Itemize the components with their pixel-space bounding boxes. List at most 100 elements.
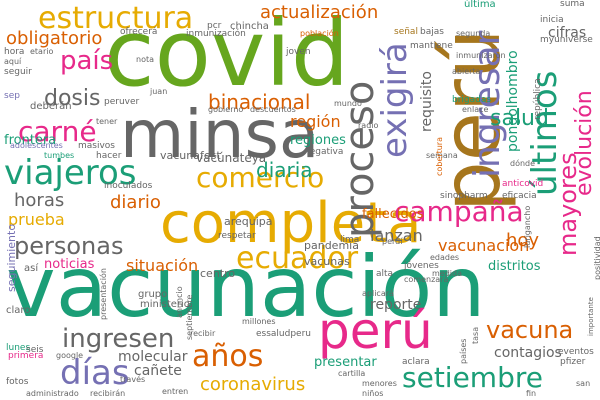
word: pandemia: [304, 239, 359, 252]
word: pongolhombro: [505, 50, 521, 152]
word: abierta: [452, 67, 481, 76]
word: vacunas: [304, 255, 350, 268]
word: cañete: [134, 363, 182, 379]
word: importante: [587, 297, 595, 336]
word: binacional: [208, 90, 311, 114]
word: sep: [4, 91, 20, 101]
word: jóvenes: [404, 261, 439, 271]
word: gobierno: [208, 105, 244, 114]
word: vacúnateya: [196, 151, 267, 165]
word: obligatorio: [6, 28, 103, 49]
word: horas: [14, 190, 65, 211]
word: entren: [162, 387, 189, 396]
word: radio: [358, 121, 379, 130]
word: covid: [104, 0, 350, 107]
word: dónde: [510, 159, 536, 168]
word: eventos: [558, 347, 594, 357]
word: presentación: [99, 268, 108, 320]
word: exigirá: [375, 42, 415, 158]
word: presentar: [314, 355, 377, 370]
word: grupo: [138, 289, 168, 300]
word: estructura: [38, 1, 194, 36]
word: inicia: [540, 15, 564, 25]
word: región: [290, 112, 341, 131]
word: través: [120, 375, 146, 384]
word: carné: [18, 115, 97, 148]
word: millones: [242, 317, 276, 326]
word: días: [60, 353, 130, 393]
word: ofrecerá: [120, 27, 158, 37]
word: suma: [560, 0, 585, 9]
word: alta: [376, 269, 394, 279]
word: semana: [426, 151, 458, 160]
word: myuniverse: [540, 35, 593, 45]
word: segunda: [456, 29, 491, 38]
word: pfizer: [560, 357, 586, 367]
word: seis: [26, 345, 44, 355]
word: recibirán: [90, 389, 126, 398]
word: brigadas: [452, 95, 492, 105]
word: diaria: [256, 158, 313, 182]
word: hacer: [96, 151, 122, 161]
word: negativa: [304, 147, 344, 157]
word: eficacia: [502, 191, 537, 201]
word: reporte: [370, 297, 422, 313]
word: san: [576, 379, 591, 388]
word: nota: [136, 55, 155, 64]
word: niños: [362, 389, 384, 398]
word: etario: [30, 47, 54, 56]
word: noticias: [44, 257, 95, 272]
word: salud: [490, 106, 549, 131]
word: situación: [126, 256, 199, 275]
word: minsa: [120, 96, 320, 173]
word: vacunafest: [160, 149, 221, 162]
word: setiembre: [402, 361, 543, 394]
word: seguimiento: [5, 223, 18, 292]
word: claro: [6, 305, 31, 316]
word: adolescentes: [10, 141, 63, 150]
word: administrado: [26, 389, 79, 398]
word: perdí: [382, 237, 403, 246]
word: lurigancho: [523, 205, 532, 248]
word: república: [533, 78, 543, 120]
word: sinopharm: [440, 191, 488, 201]
word: cartilla: [338, 369, 366, 378]
word: población: [300, 29, 339, 38]
word: recibir: [190, 329, 216, 338]
word: campaña: [394, 195, 524, 228]
word: arequipa: [224, 215, 273, 228]
word: aplicará: [362, 289, 394, 298]
word: descuentos: [250, 105, 296, 114]
word: tener: [96, 117, 118, 126]
word: años: [192, 339, 264, 374]
word: diario: [110, 192, 161, 213]
word: distritos: [488, 259, 541, 274]
word: anticovid: [502, 179, 544, 189]
word: tasa: [471, 326, 480, 344]
word: evolución: [572, 90, 597, 196]
word: masivos: [78, 141, 115, 151]
word: inmunización: [186, 29, 246, 39]
word: cobertura: [435, 137, 444, 176]
word: comercio: [196, 161, 325, 194]
word: lanzan: [370, 226, 423, 245]
word: así: [24, 263, 39, 274]
word: joven: [286, 47, 311, 57]
word: contagios: [494, 345, 562, 361]
word: hora: [4, 47, 25, 57]
word: completa: [160, 191, 422, 256]
word: mundo: [334, 99, 362, 108]
word: aclara: [402, 357, 430, 367]
word: señal: [394, 27, 418, 37]
word: comenzará: [404, 275, 449, 284]
word: actualización: [260, 2, 379, 23]
word: personas: [14, 232, 124, 260]
word: bajas: [420, 27, 444, 37]
word: peruver: [104, 97, 140, 107]
word: juan: [150, 87, 168, 96]
word: lima: [340, 235, 360, 245]
word: hoy: [506, 230, 540, 251]
word: centro: [200, 267, 236, 280]
word: enlace: [462, 105, 489, 114]
